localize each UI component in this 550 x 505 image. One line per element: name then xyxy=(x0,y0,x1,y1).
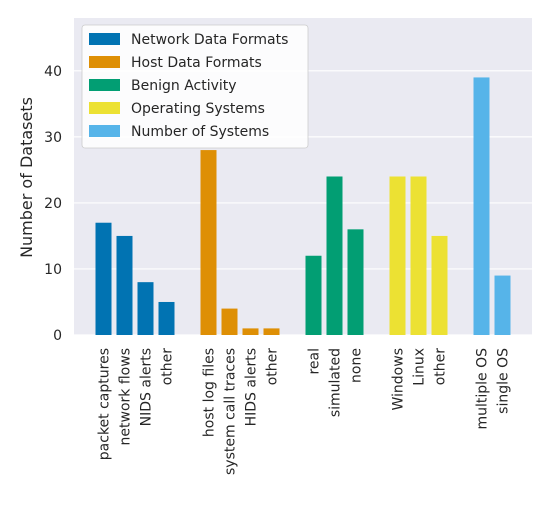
x-tick-label: other xyxy=(160,348,176,386)
x-tick-label: host log files xyxy=(202,348,218,437)
bars xyxy=(95,77,511,335)
legend-label: Operating Systems xyxy=(131,101,265,117)
bar xyxy=(473,77,490,335)
legend-swatch xyxy=(89,125,120,137)
bar xyxy=(305,255,322,335)
bar xyxy=(431,235,448,335)
bar xyxy=(389,176,406,335)
x-tick-label: system call traces xyxy=(223,348,239,475)
x-tick-label: simulated xyxy=(328,348,344,417)
y-axis-label: Number of Datasets xyxy=(17,97,36,258)
legend: Network Data Formats Host Data Formats Ben… xyxy=(81,24,309,149)
bar xyxy=(494,275,511,335)
x-tick-label: real xyxy=(307,348,323,375)
y-tick-labels: 0 10 20 30 40 xyxy=(44,64,62,344)
x-tick-label: HIDS alerts xyxy=(244,348,260,426)
y-tick-label: 20 xyxy=(44,196,62,212)
bar xyxy=(158,301,175,335)
x-tick-label: none xyxy=(349,348,365,383)
bar xyxy=(200,150,217,335)
y-tick-label: 10 xyxy=(44,262,62,278)
x-tick-labels: packet captures network flows NIDS alerts o… xyxy=(97,348,512,475)
legend-label: Benign Activity xyxy=(131,78,237,94)
legend-swatch xyxy=(89,33,120,45)
x-tick-label: Windows xyxy=(391,348,407,411)
x-tick-label: other xyxy=(433,348,449,386)
bar xyxy=(137,282,154,335)
x-tick-label: network flows xyxy=(118,348,134,445)
legend-swatch xyxy=(89,56,120,68)
x-tick-label: single OS xyxy=(496,348,512,414)
y-tick-label: 30 xyxy=(44,130,62,146)
bar xyxy=(347,229,364,335)
legend-label: Host Data Formats xyxy=(131,55,262,71)
bar xyxy=(95,222,112,335)
x-tick-label: NIDS alerts xyxy=(139,348,155,426)
legend-label: Number of Systems xyxy=(131,124,269,140)
x-tick-label: Linux xyxy=(412,348,428,386)
legend-swatch xyxy=(89,79,120,91)
legend-swatch xyxy=(89,102,120,114)
legend-label: Network Data Formats xyxy=(131,32,288,48)
bar xyxy=(410,176,427,335)
x-tick-label: packet captures xyxy=(97,348,113,460)
x-tick-label: other xyxy=(265,348,281,386)
bar xyxy=(263,328,280,335)
y-tick-label: 0 xyxy=(53,328,62,344)
x-tick-label: multiple OS xyxy=(475,348,491,430)
bar xyxy=(242,328,259,335)
y-tick-label: 40 xyxy=(44,64,62,80)
bar xyxy=(116,235,133,335)
bar xyxy=(221,308,238,335)
legend-box xyxy=(81,24,309,149)
bar xyxy=(326,176,343,335)
